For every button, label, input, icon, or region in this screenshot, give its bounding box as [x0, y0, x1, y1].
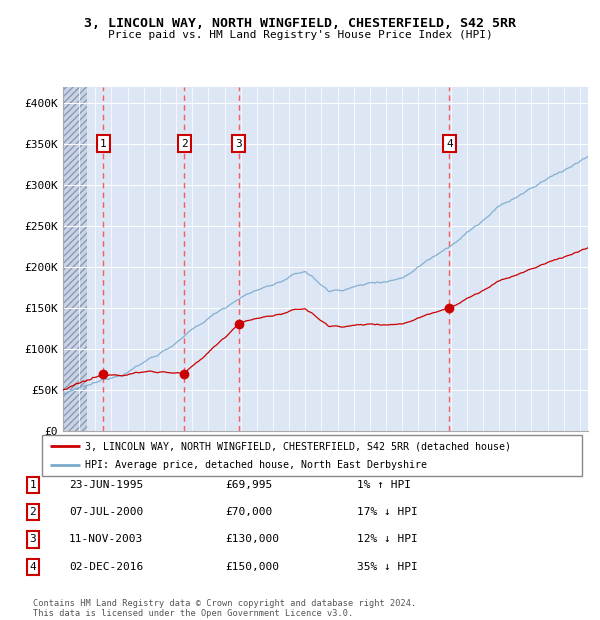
Text: £69,995: £69,995	[225, 480, 272, 490]
Text: Contains HM Land Registry data © Crown copyright and database right 2024.: Contains HM Land Registry data © Crown c…	[33, 600, 416, 608]
Text: 35% ↓ HPI: 35% ↓ HPI	[357, 562, 418, 572]
Text: £130,000: £130,000	[225, 534, 279, 544]
Text: This data is licensed under the Open Government Licence v3.0.: This data is licensed under the Open Gov…	[33, 609, 353, 618]
Text: 23-JUN-1995: 23-JUN-1995	[69, 480, 143, 490]
Text: 3, LINCOLN WAY, NORTH WINGFIELD, CHESTERFIELD, S42 5RR: 3, LINCOLN WAY, NORTH WINGFIELD, CHESTER…	[84, 17, 516, 30]
Text: 12% ↓ HPI: 12% ↓ HPI	[357, 534, 418, 544]
Text: 2: 2	[29, 507, 37, 517]
FancyBboxPatch shape	[42, 435, 582, 476]
Text: 1% ↑ HPI: 1% ↑ HPI	[357, 480, 411, 490]
Text: 3, LINCOLN WAY, NORTH WINGFIELD, CHESTERFIELD, S42 5RR (detached house): 3, LINCOLN WAY, NORTH WINGFIELD, CHESTER…	[85, 441, 511, 451]
Text: £70,000: £70,000	[225, 507, 272, 517]
Text: 4: 4	[446, 139, 453, 149]
Text: HPI: Average price, detached house, North East Derbyshire: HPI: Average price, detached house, Nort…	[85, 461, 427, 471]
Text: 11-NOV-2003: 11-NOV-2003	[69, 534, 143, 544]
Text: 1: 1	[100, 139, 106, 149]
Text: 2: 2	[181, 139, 188, 149]
Text: 02-DEC-2016: 02-DEC-2016	[69, 562, 143, 572]
Bar	[63, 87, 87, 431]
Text: 3: 3	[29, 534, 37, 544]
Text: Price paid vs. HM Land Registry's House Price Index (HPI): Price paid vs. HM Land Registry's House …	[107, 30, 493, 40]
Text: 3: 3	[235, 139, 242, 149]
Text: 17% ↓ HPI: 17% ↓ HPI	[357, 507, 418, 517]
Text: 4: 4	[29, 562, 37, 572]
Text: 07-JUL-2000: 07-JUL-2000	[69, 507, 143, 517]
Text: £150,000: £150,000	[225, 562, 279, 572]
Text: 1: 1	[29, 480, 37, 490]
